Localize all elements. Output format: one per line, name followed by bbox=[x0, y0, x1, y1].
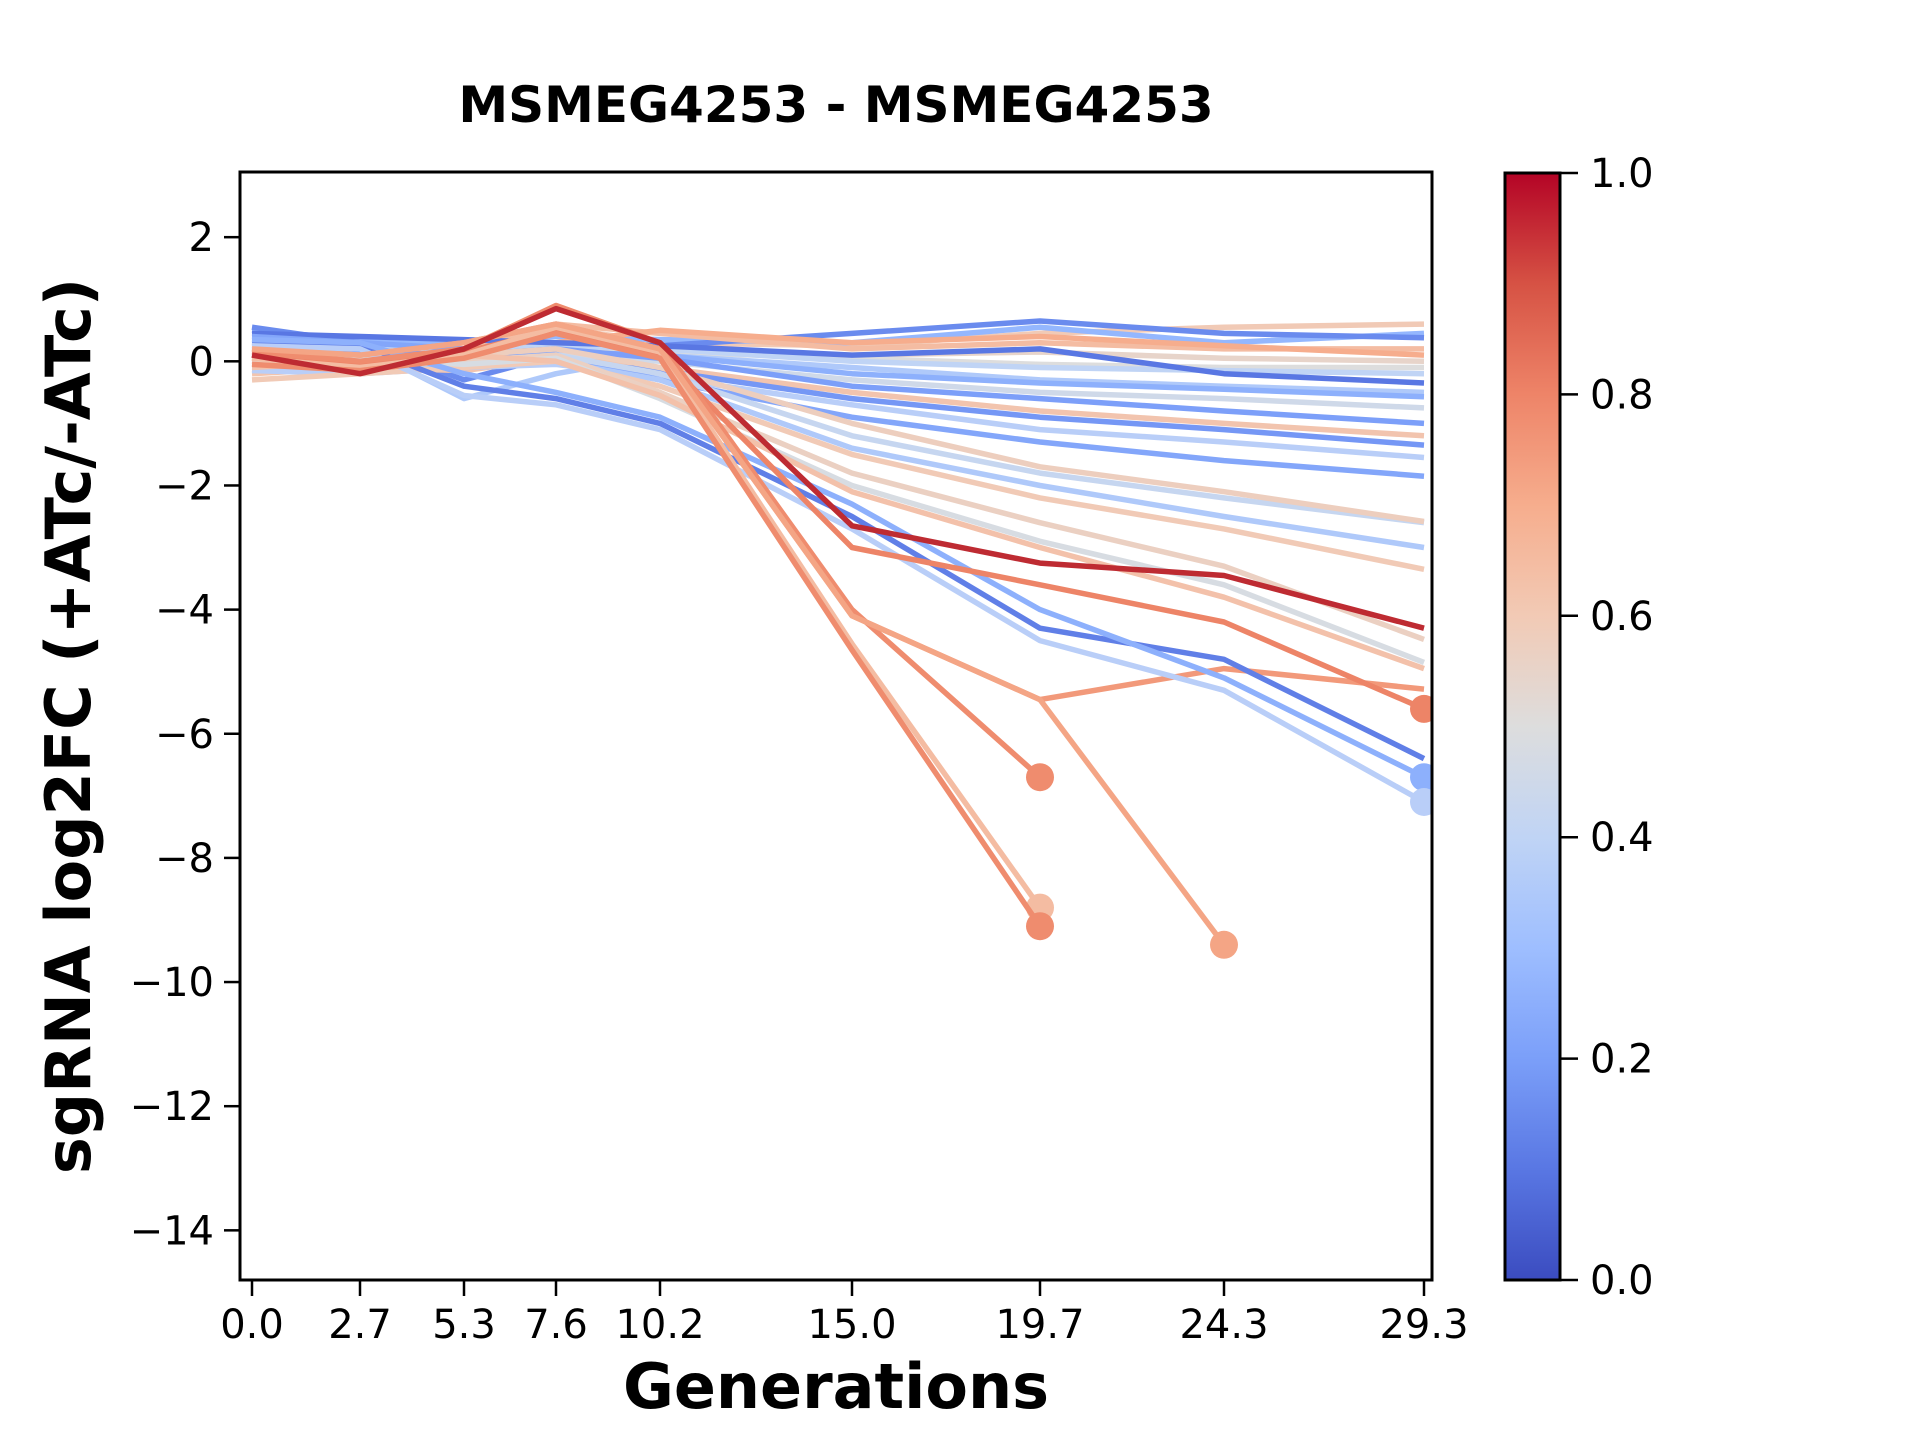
colorbar-tick-label: 0.8 bbox=[1590, 372, 1654, 418]
x-tick-label: 7.6 bbox=[524, 1302, 588, 1348]
axes-spines bbox=[238, 170, 1434, 1282]
x-tick-label: 24.3 bbox=[1179, 1302, 1268, 1348]
y-tick-label: −10 bbox=[130, 960, 214, 1006]
y-tick-label: 0 bbox=[189, 339, 214, 385]
colorbar-tick-label: 0.2 bbox=[1590, 1037, 1654, 1083]
x-tick-label: 0.0 bbox=[220, 1302, 284, 1348]
y-tick-label: −6 bbox=[155, 712, 214, 758]
series-end-marker bbox=[1210, 930, 1238, 959]
colorbar-ticks: 1.0 0.8 0.6 0.4 0.2 0.0 bbox=[1560, 151, 1654, 1304]
colorbar-tick-label: 0.0 bbox=[1590, 1258, 1654, 1304]
series-line bbox=[251, 302, 1042, 780]
y-axis-ticks: 2 0 −2 −4 −6 −8 −10 −12 −14 bbox=[130, 215, 240, 1254]
x-axis-label: Generations bbox=[623, 1350, 1049, 1423]
x-tick-label: 5.3 bbox=[432, 1302, 496, 1348]
colorbar-gradient bbox=[1505, 173, 1560, 1280]
x-axis-ticks: 0.0 2.7 5.3 7.6 10.2 15.0 19.7 24.3 29.3 bbox=[220, 1280, 1469, 1348]
series-end-marker bbox=[1410, 788, 1432, 816]
y-tick-label: −2 bbox=[155, 463, 214, 509]
colorbar-border bbox=[1503, 171, 1562, 1282]
series-line bbox=[251, 324, 1425, 346]
colorbar: 1.0 0.8 0.6 0.4 0.2 0.0 bbox=[1503, 151, 1654, 1304]
series-line bbox=[251, 330, 1043, 928]
y-tick-label: 2 bbox=[189, 215, 214, 261]
y-tick-label: −14 bbox=[130, 1208, 214, 1254]
x-tick-label: 19.7 bbox=[995, 1302, 1084, 1348]
series-lines-group bbox=[251, 302, 1432, 959]
y-tick-label: −12 bbox=[130, 1084, 214, 1130]
series-end-marker bbox=[1410, 694, 1432, 723]
series-line bbox=[251, 358, 1425, 572]
series-line bbox=[251, 305, 1425, 631]
colorbar-tick-label: 0.6 bbox=[1590, 594, 1654, 640]
x-tick-label: 2.7 bbox=[328, 1302, 392, 1348]
x-tick-label: 29.3 bbox=[1379, 1302, 1468, 1348]
y-axis-label: sgRNA log2FC (+ATc/-ATc) bbox=[32, 278, 105, 1174]
y-tick-label: −4 bbox=[155, 588, 214, 634]
series-end-marker bbox=[1026, 763, 1054, 792]
x-tick-label: 15.0 bbox=[807, 1302, 896, 1348]
x-tick-label: 10.2 bbox=[615, 1302, 704, 1348]
series-end-marker bbox=[1410, 763, 1432, 792]
chart-title: MSMEG4253 - MSMEG4253 bbox=[458, 76, 1213, 134]
colorbar-tick-label: 1.0 bbox=[1590, 151, 1654, 197]
y-tick-label: −8 bbox=[155, 836, 214, 882]
series-line bbox=[251, 321, 1227, 947]
series-end-marker bbox=[1026, 912, 1054, 941]
series-line bbox=[251, 324, 1043, 910]
colorbar-tick-label: 0.4 bbox=[1590, 815, 1654, 861]
